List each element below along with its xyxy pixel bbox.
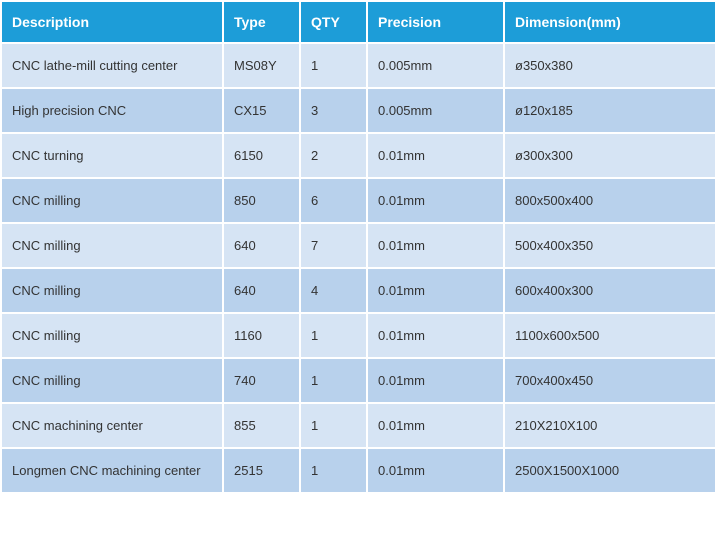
table-row: Longmen CNC machining center251510.01mm2…	[2, 449, 715, 492]
cell-qty: 6	[301, 179, 366, 222]
table-row: CNC milling116010.01mm1100x600x500	[2, 314, 715, 357]
cell-dimension: 210X210X100	[505, 404, 715, 447]
cell-precision: 0.01mm	[368, 224, 503, 267]
cell-type: MS08Y	[224, 44, 299, 87]
cell-qty: 1	[301, 44, 366, 87]
cell-qty: 1	[301, 449, 366, 492]
cell-description: CNC milling	[2, 359, 222, 402]
header-dimension: Dimension(mm)	[505, 2, 715, 42]
cell-description: CNC milling	[2, 224, 222, 267]
cell-precision: 0.01mm	[368, 314, 503, 357]
header-type: Type	[224, 2, 299, 42]
cell-type: 2515	[224, 449, 299, 492]
table-row: CNC milling85060.01mm800x500x400	[2, 179, 715, 222]
cell-description: CNC milling	[2, 314, 222, 357]
cell-dimension: ø120x185	[505, 89, 715, 132]
header-precision: Precision	[368, 2, 503, 42]
cell-qty: 2	[301, 134, 366, 177]
cell-qty: 1	[301, 359, 366, 402]
cell-precision: 0.01mm	[368, 404, 503, 447]
table-row: CNC lathe-mill cutting centerMS08Y10.005…	[2, 44, 715, 87]
table-body: CNC lathe-mill cutting centerMS08Y10.005…	[2, 44, 715, 492]
cell-dimension: 2500X1500X1000	[505, 449, 715, 492]
cell-description: CNC turning	[2, 134, 222, 177]
table-row: CNC turning615020.01mmø300x300	[2, 134, 715, 177]
cell-precision: 0.01mm	[368, 134, 503, 177]
table-header: Description Type QTY Precision Dimension…	[2, 2, 715, 42]
cell-description: Longmen CNC machining center	[2, 449, 222, 492]
cell-precision: 0.01mm	[368, 359, 503, 402]
cell-qty: 1	[301, 404, 366, 447]
cell-type: 6150	[224, 134, 299, 177]
header-description: Description	[2, 2, 222, 42]
table-row: CNC machining center85510.01mm210X210X10…	[2, 404, 715, 447]
cell-description: CNC machining center	[2, 404, 222, 447]
cell-precision: 0.005mm	[368, 44, 503, 87]
cell-dimension: 600x400x300	[505, 269, 715, 312]
cell-dimension: 800x500x400	[505, 179, 715, 222]
table-row: CNC milling74010.01mm700x400x450	[2, 359, 715, 402]
cell-description: High precision CNC	[2, 89, 222, 132]
equipment-table: Description Type QTY Precision Dimension…	[0, 0, 717, 494]
cell-precision: 0.01mm	[368, 179, 503, 222]
cell-type: 855	[224, 404, 299, 447]
cell-type: 640	[224, 269, 299, 312]
cell-dimension: ø300x300	[505, 134, 715, 177]
cell-qty: 1	[301, 314, 366, 357]
cell-type: 850	[224, 179, 299, 222]
cell-type: 740	[224, 359, 299, 402]
table-row: CNC milling64040.01mm600x400x300	[2, 269, 715, 312]
cell-dimension: 700x400x450	[505, 359, 715, 402]
cell-dimension: ø350x380	[505, 44, 715, 87]
table-row: High precision CNCCX1530.005mmø120x185	[2, 89, 715, 132]
cell-precision: 0.01mm	[368, 269, 503, 312]
cell-description: CNC lathe-mill cutting center	[2, 44, 222, 87]
cell-type: 640	[224, 224, 299, 267]
header-qty: QTY	[301, 2, 366, 42]
cell-precision: 0.01mm	[368, 449, 503, 492]
cell-dimension: 500x400x350	[505, 224, 715, 267]
cell-qty: 7	[301, 224, 366, 267]
cell-description: CNC milling	[2, 179, 222, 222]
cell-qty: 4	[301, 269, 366, 312]
cell-precision: 0.005mm	[368, 89, 503, 132]
cell-description: CNC milling	[2, 269, 222, 312]
cell-type: 1160	[224, 314, 299, 357]
cell-qty: 3	[301, 89, 366, 132]
cell-type: CX15	[224, 89, 299, 132]
table-row: CNC milling64070.01mm500x400x350	[2, 224, 715, 267]
cell-dimension: 1100x600x500	[505, 314, 715, 357]
